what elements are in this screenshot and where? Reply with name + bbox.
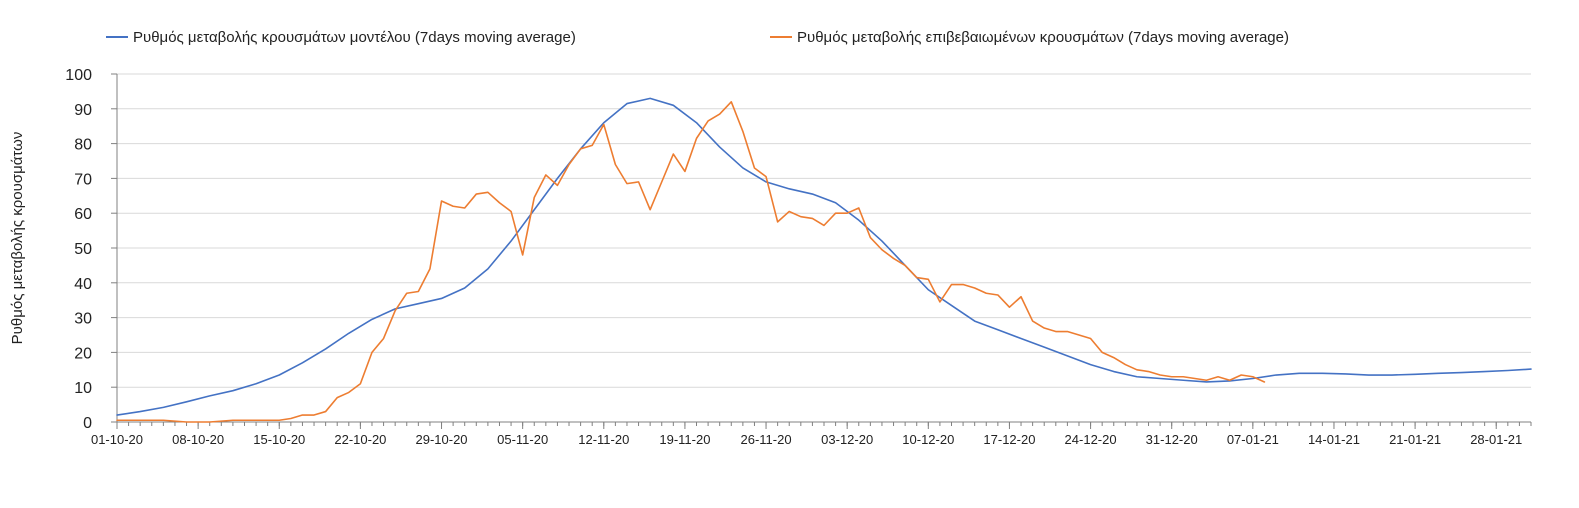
y-tick-label-10: 10 (74, 380, 92, 397)
y-tick-label-70: 70 (74, 171, 92, 188)
x-tick-label-21-01-21: 21-01-21 (1389, 432, 1441, 447)
x-tick-label-26-11-20: 26-11-20 (741, 432, 792, 447)
x-tick-label-05-11-20: 05-11-20 (497, 432, 548, 447)
y-tick-label-100: 100 (65, 67, 92, 84)
y-tick-label-0: 0 (83, 415, 92, 432)
series-line-confirmed (116, 101, 1266, 423)
x-tick-label-15-10-20: 15-10-20 (253, 432, 305, 447)
y-tick-label-40: 40 (74, 276, 92, 293)
y-tick-label-30: 30 (74, 311, 92, 328)
legend-item-confirmed: Ρυθμός μεταβολής επιβεβαιωμένων κρουσμάτ… (770, 29, 1289, 46)
series-line-model (116, 97, 1532, 416)
x-tick-label-29-10-20: 29-10-20 (416, 432, 468, 447)
y-tick-label-60: 60 (74, 206, 92, 223)
x-tick-label-07-01-21: 07-01-21 (1227, 432, 1279, 447)
x-tick-label-22-10-20: 22-10-20 (334, 432, 386, 447)
x-tick-label-24-12-20: 24-12-20 (1065, 432, 1117, 447)
axes: 0 10 20 30 40 50 60 70 80 90 100 01-10-20 08-10-20 15… (65, 67, 1532, 447)
y-axis-label: Ρυθμός μεταβολής κρουσμάτων (9, 132, 26, 345)
x-tick-label-31-12-20: 31-12-20 (1146, 432, 1198, 447)
x-tick-label-03-12-20: 03-12-20 (821, 432, 873, 447)
legend-label-confirmed: Ρυθμός μεταβολής επιβεβαιωμένων κρουσμάτ… (797, 29, 1289, 46)
x-tick-label-17-12-20: 17-12-20 (983, 432, 1035, 447)
grid-lines (117, 73, 1531, 388)
x-tick-label-08-10-20: 08-10-20 (172, 432, 224, 447)
y-tick-label-50: 50 (74, 241, 92, 258)
legend-label-model: Ρυθμός μεταβολής κρουσμάτων μοντέλου (7d… (133, 29, 576, 46)
x-tick-label-12-11-20: 12-11-20 (578, 432, 629, 447)
x-tick-label-28-01-21: 28-01-21 (1470, 432, 1522, 447)
y-tick-label-80: 80 (74, 137, 92, 154)
x-tick-label-14-01-21: 14-01-21 (1308, 432, 1360, 447)
legend-item-model: Ρυθμός μεταβολής κρουσμάτων μοντέλου (7d… (106, 29, 576, 46)
y-tick-label-90: 90 (74, 102, 92, 119)
x-tick-label-01-10-20: 01-10-20 (91, 432, 143, 447)
x-tick-label-10-12-20: 10-12-20 (902, 432, 954, 447)
y-tick-label-20: 20 (74, 345, 92, 362)
legend: Ρυθμός μεταβολής κρουσμάτων μοντέλου (7d… (106, 29, 1289, 46)
series-lines (116, 97, 1532, 423)
x-tick-label-19-11-20: 19-11-20 (659, 432, 710, 447)
